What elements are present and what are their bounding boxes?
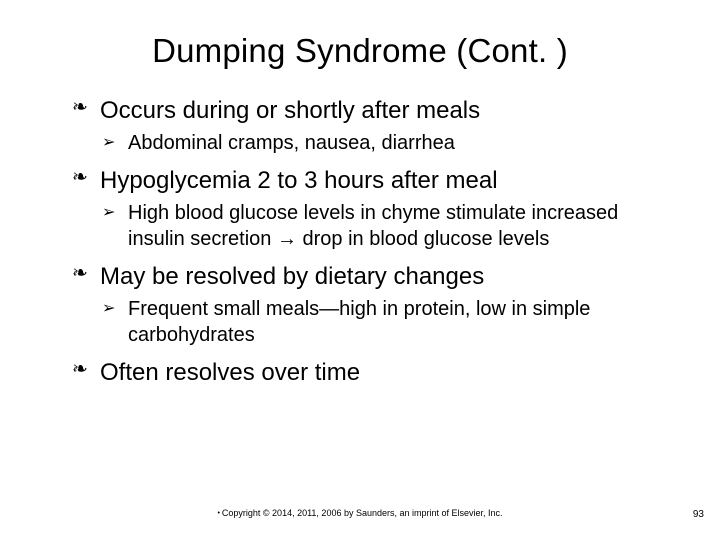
sub-bullet-item: Frequent small meals—high in protein, lo… [72,297,672,348]
bullet-item: Occurs during or shortly after meals [72,96,672,127]
footer-text: Copyright © 2014, 2011, 2006 by Saunders… [222,508,503,518]
bullet-item: May be resolved by dietary changes [72,262,672,293]
slide-title: Dumping Syndrome (Cont. ) [48,32,672,70]
bullet-item: Hypoglycemia 2 to 3 hours after meal [72,166,672,197]
slide-content: Occurs during or shortly after meals Abd… [48,96,672,389]
slide-container: Dumping Syndrome (Cont. ) Occurs during … [0,0,720,540]
bullet-text: May be resolved by dietary changes [100,263,484,290]
sub-bullet-text: High blood glucose levels in chyme stimu… [128,202,618,250]
bullet-item: Often resolves over time [72,358,672,389]
page-number: 93 [693,509,704,520]
sub-bullet-item: Abdominal cramps, nausea, diarrhea [72,131,672,157]
sub-bullet-text: Frequent small meals—high in protein, lo… [128,298,590,346]
footer-bullet-icon: • [217,510,219,517]
bullet-text: Often resolves over time [100,359,360,386]
sub-bullet-text: Abdominal cramps, nausea, diarrhea [128,132,455,154]
sub-bullet-item: High blood glucose levels in chyme stimu… [72,201,672,252]
bullet-text: Hypoglycemia 2 to 3 hours after meal [100,167,498,194]
bullet-text: Occurs during or shortly after meals [100,97,480,124]
copyright-footer: •Copyright © 2014, 2011, 2006 by Saunder… [0,508,720,518]
